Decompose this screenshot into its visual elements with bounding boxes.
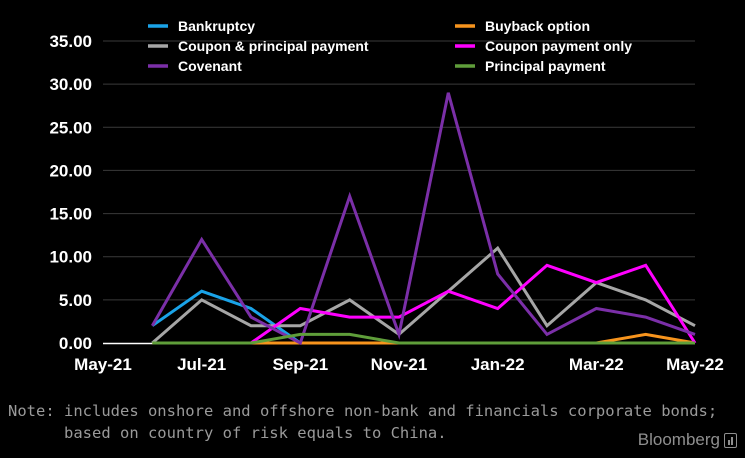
x-tick-label: Jan-22 bbox=[471, 355, 525, 374]
x-tick-label: Mar-22 bbox=[569, 355, 624, 374]
legend-label: Covenant bbox=[178, 58, 242, 74]
y-tick-label: 15.00 bbox=[49, 205, 92, 224]
legend-label: Bankruptcy bbox=[178, 18, 255, 34]
y-tick-label: 35.00 bbox=[49, 32, 92, 51]
y-tick-label: 5.00 bbox=[59, 291, 92, 310]
y-tick-label: 25.00 bbox=[49, 118, 92, 137]
footnote: Note: includes onshore and offshore non-… bbox=[8, 400, 717, 444]
y-tick-label: 0.00 bbox=[59, 334, 92, 353]
x-tick-label: May-22 bbox=[666, 355, 724, 374]
series-line bbox=[152, 332, 695, 345]
line-chart: 0.00 5.00 10.00 15.00 20.00 25.00 30.00 35.00 Ma… bbox=[49, 18, 724, 374]
bloomberg-logo: Bloomberg bbox=[638, 430, 737, 450]
footnote-line-1: Note: includes onshore and offshore non-… bbox=[8, 402, 718, 420]
series-line bbox=[151, 245, 696, 345]
series-line bbox=[151, 289, 302, 345]
legend-label: Coupon & principal payment bbox=[178, 38, 369, 54]
legend-label: Coupon payment only bbox=[485, 38, 632, 54]
footnote-line-2: based on country of risk equals to China… bbox=[8, 424, 447, 442]
y-tick-label: 10.00 bbox=[49, 248, 92, 267]
legend-label: Principal payment bbox=[485, 58, 606, 74]
y-tick-label: 20.00 bbox=[49, 161, 92, 180]
legend-label: Buyback option bbox=[485, 18, 590, 34]
x-tick-label: Sep-21 bbox=[272, 355, 328, 374]
bar-chart-icon bbox=[724, 432, 737, 448]
y-tick-label: 30.00 bbox=[49, 75, 92, 94]
series-line bbox=[150, 92, 696, 346]
x-tick-label: May-21 bbox=[74, 355, 132, 374]
x-tick-label: Nov-21 bbox=[371, 355, 428, 374]
series-line bbox=[250, 263, 697, 345]
x-tick-label: Jul-21 bbox=[177, 355, 226, 374]
brand-name: Bloomberg bbox=[637, 430, 720, 449]
